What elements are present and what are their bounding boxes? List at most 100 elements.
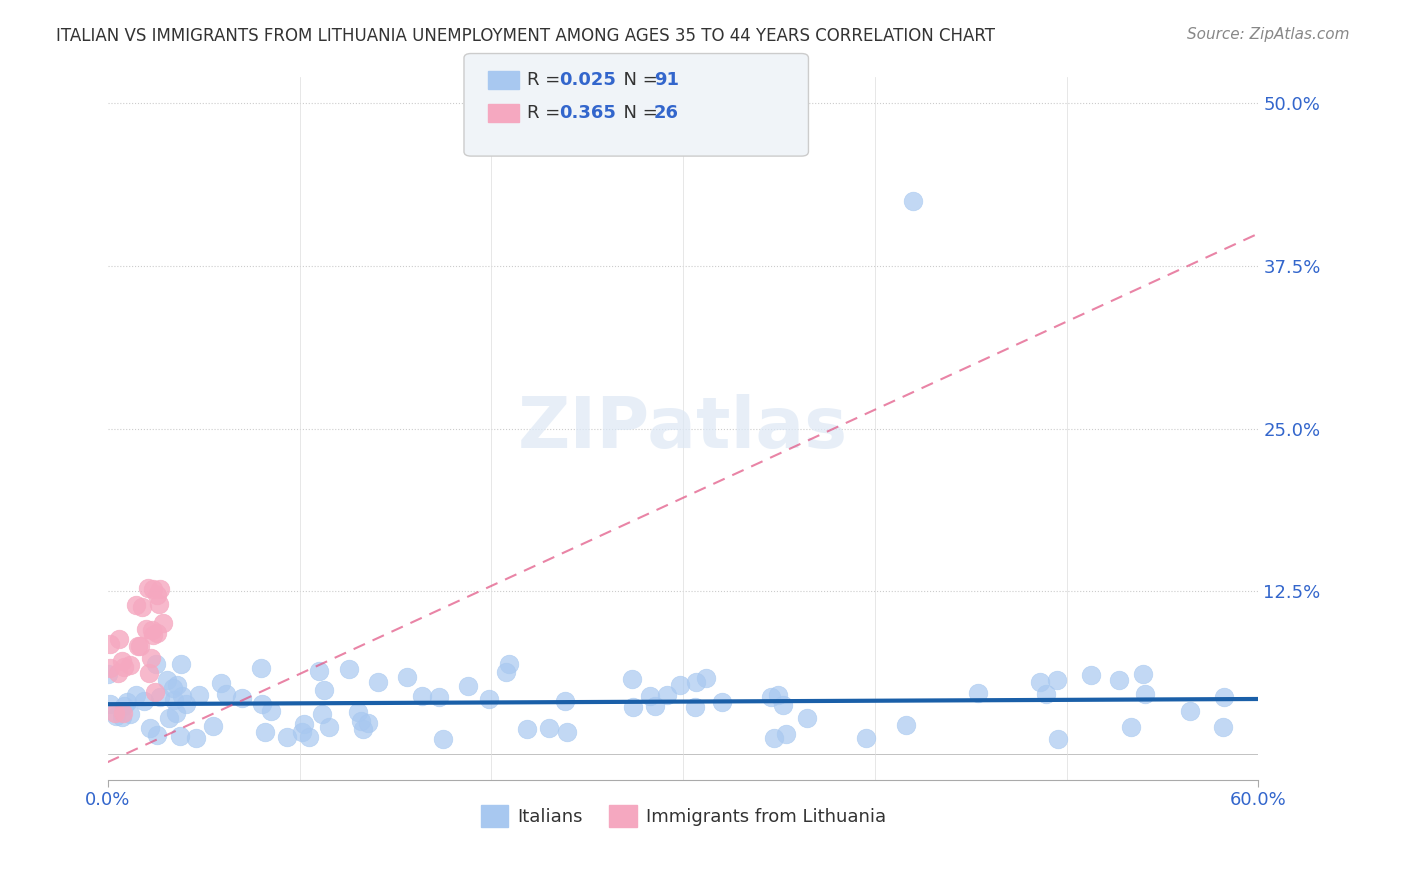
Point — [621, 700, 644, 714]
Point — [162, 681, 184, 695]
Point — [620, 672, 643, 686]
Point — [142, 582, 165, 596]
Point — [350, 714, 373, 729]
Point — [136, 581, 159, 595]
Point — [188, 689, 211, 703]
Point — [308, 665, 330, 679]
Point — [118, 657, 141, 672]
Point — [184, 731, 207, 745]
Point — [312, 683, 335, 698]
Point — [710, 695, 733, 709]
Point — [762, 731, 785, 745]
Point — [107, 665, 129, 680]
Point — [127, 639, 149, 653]
Point — [98, 697, 121, 711]
Point — [357, 715, 380, 730]
Point — [131, 600, 153, 615]
Point — [125, 688, 148, 702]
Point — [903, 194, 925, 208]
Point — [1029, 675, 1052, 690]
Point — [166, 706, 188, 721]
Point — [554, 694, 576, 708]
Text: R =: R = — [527, 104, 567, 122]
Point — [644, 699, 666, 714]
Point — [367, 674, 389, 689]
Point — [638, 690, 661, 704]
Point — [1035, 687, 1057, 701]
Point — [395, 670, 418, 684]
Point — [498, 657, 520, 672]
Point — [516, 722, 538, 736]
Point — [318, 720, 340, 734]
Text: 26: 26 — [654, 104, 679, 122]
Point — [347, 705, 370, 719]
Point — [146, 626, 169, 640]
Point — [772, 698, 794, 713]
Point — [170, 657, 193, 672]
Point — [967, 685, 990, 699]
Point — [129, 640, 152, 654]
Point — [135, 623, 157, 637]
Text: R =: R = — [527, 71, 567, 89]
Point — [557, 725, 579, 739]
Text: ZIPatlas: ZIPatlas — [519, 394, 848, 463]
Point — [538, 721, 561, 735]
Point — [292, 716, 315, 731]
Point — [260, 704, 283, 718]
Point — [145, 657, 167, 672]
Point — [201, 719, 224, 733]
Text: N =: N = — [612, 104, 664, 122]
Point — [143, 684, 166, 698]
Point — [1212, 721, 1234, 735]
Point — [115, 695, 138, 709]
Point — [132, 693, 155, 707]
Point — [759, 690, 782, 704]
Point — [111, 654, 134, 668]
Point — [1133, 687, 1156, 701]
Point — [685, 675, 707, 690]
Point — [149, 690, 172, 704]
Point — [139, 721, 162, 735]
Point — [291, 725, 314, 739]
Text: 0.365: 0.365 — [560, 104, 616, 122]
Point — [1180, 704, 1202, 718]
Point — [298, 730, 321, 744]
Point — [149, 582, 172, 596]
Point — [98, 637, 121, 651]
Point — [1132, 667, 1154, 681]
Point — [1080, 668, 1102, 682]
Point — [427, 690, 450, 704]
Point — [254, 725, 277, 739]
Point — [105, 708, 128, 723]
Text: 0.025: 0.025 — [560, 71, 616, 89]
Point — [148, 598, 170, 612]
Point — [112, 660, 135, 674]
Point — [98, 661, 121, 675]
Text: ITALIAN VS IMMIGRANTS FROM LITHUANIA UNEMPLOYMENT AMONG AGES 35 TO 44 YEARS CORR: ITALIAN VS IMMIGRANTS FROM LITHUANIA UNE… — [56, 27, 995, 45]
Point — [250, 697, 273, 711]
Point — [249, 661, 271, 675]
Point — [138, 666, 160, 681]
Point — [163, 693, 186, 707]
Point — [97, 667, 120, 681]
Point — [215, 687, 238, 701]
Point — [657, 688, 679, 702]
Point — [478, 692, 501, 706]
Point — [1046, 731, 1069, 746]
Point — [775, 726, 797, 740]
Point — [432, 732, 454, 747]
Point — [495, 665, 517, 680]
Point — [796, 710, 818, 724]
Point — [457, 680, 479, 694]
Point — [1108, 673, 1130, 687]
Point — [104, 706, 127, 720]
Point — [1046, 673, 1069, 687]
Point — [170, 690, 193, 704]
Point — [1213, 690, 1236, 705]
Point — [174, 698, 197, 712]
Point — [683, 699, 706, 714]
Legend: Italians, Immigrants from Lithuania: Italians, Immigrants from Lithuania — [474, 797, 893, 834]
Point — [411, 689, 433, 703]
Point — [111, 706, 134, 720]
Point — [112, 699, 135, 714]
